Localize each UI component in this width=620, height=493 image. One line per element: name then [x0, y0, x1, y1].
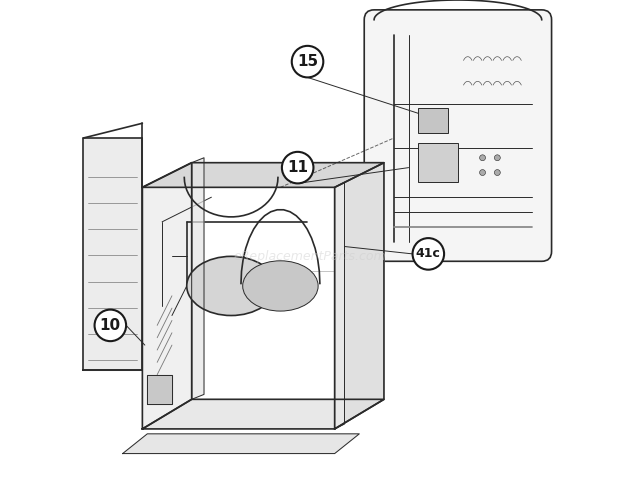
- Circle shape: [412, 238, 444, 270]
- Text: 41c: 41c: [416, 247, 441, 260]
- FancyBboxPatch shape: [364, 10, 552, 261]
- Polygon shape: [335, 182, 345, 429]
- Circle shape: [282, 152, 314, 183]
- Polygon shape: [143, 399, 384, 429]
- Ellipse shape: [242, 261, 318, 311]
- Circle shape: [480, 170, 485, 176]
- Polygon shape: [143, 163, 192, 429]
- Circle shape: [95, 310, 126, 341]
- Circle shape: [292, 46, 323, 77]
- Polygon shape: [143, 163, 384, 187]
- Polygon shape: [83, 138, 143, 370]
- Polygon shape: [335, 163, 384, 429]
- Text: eReplacementParts.com: eReplacementParts.com: [234, 250, 386, 263]
- Text: 10: 10: [100, 318, 121, 333]
- FancyBboxPatch shape: [418, 108, 448, 133]
- Polygon shape: [148, 375, 172, 404]
- Circle shape: [494, 170, 500, 176]
- Text: 15: 15: [297, 54, 318, 69]
- Circle shape: [494, 155, 500, 161]
- FancyBboxPatch shape: [418, 143, 458, 182]
- Ellipse shape: [187, 256, 275, 316]
- Circle shape: [480, 155, 485, 161]
- Polygon shape: [192, 158, 204, 399]
- Text: 11: 11: [287, 160, 308, 175]
- Polygon shape: [123, 434, 360, 454]
